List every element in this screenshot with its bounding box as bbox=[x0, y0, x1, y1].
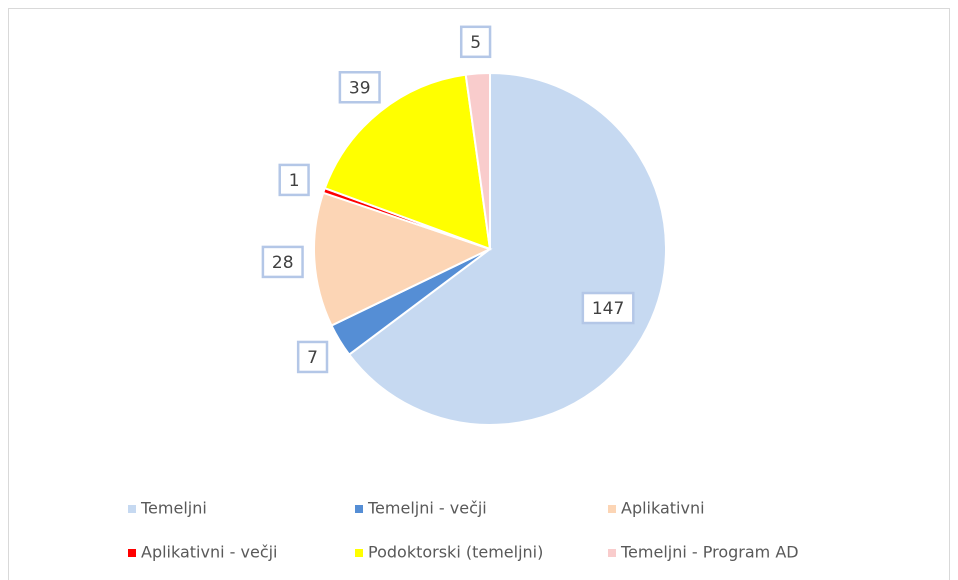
data-label-box bbox=[459, 25, 492, 59]
pie-slice bbox=[347, 71, 667, 426]
data-label: 7 bbox=[307, 348, 318, 368]
data-label: 39 bbox=[349, 78, 371, 98]
data-label-box bbox=[261, 245, 304, 279]
pie-slice bbox=[313, 191, 493, 327]
legend-swatch bbox=[608, 549, 616, 557]
legend-label: Aplikativni - večji bbox=[141, 543, 278, 562]
data-label-box bbox=[581, 291, 635, 325]
data-label-box bbox=[338, 71, 381, 104]
data-label: 5 bbox=[470, 33, 481, 53]
legend-swatch bbox=[355, 549, 363, 557]
legend-swatch bbox=[128, 505, 136, 513]
data-label: 28 bbox=[272, 253, 294, 273]
data-label: 147 bbox=[592, 299, 624, 319]
pie-slice bbox=[323, 73, 492, 251]
data-label: 1 bbox=[289, 171, 300, 191]
legend-label: Podoktorski (temeljni) bbox=[368, 543, 543, 562]
legend-label: Temeljni - večji bbox=[367, 499, 487, 518]
legend-label: Temeljni bbox=[140, 499, 207, 518]
legend-swatch bbox=[355, 505, 363, 513]
legend-label: Aplikativni bbox=[621, 499, 705, 518]
data-label-box bbox=[278, 163, 310, 197]
data-label-box bbox=[296, 340, 329, 374]
legend-swatch bbox=[608, 505, 616, 513]
legend-swatch bbox=[128, 549, 136, 557]
pie-slice bbox=[464, 71, 491, 250]
legend-label: Temeljni - Program AD bbox=[620, 543, 799, 562]
